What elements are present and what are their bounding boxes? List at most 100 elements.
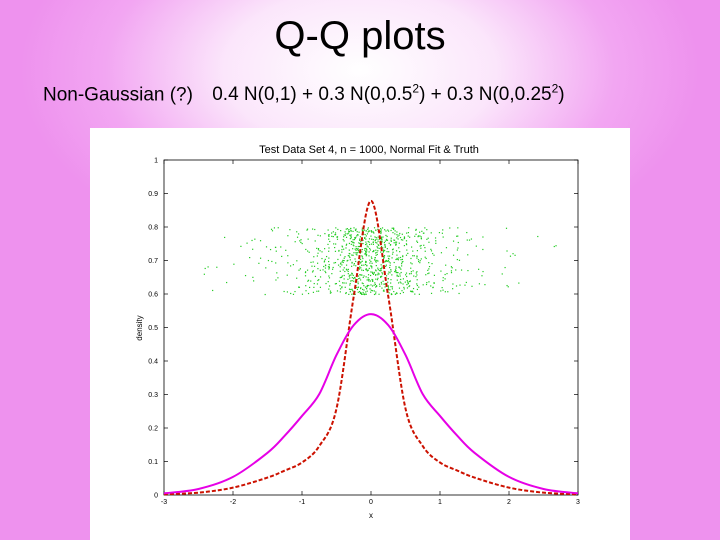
scatter-point [385,265,387,268]
scatter-point [365,276,367,278]
scatter-point [378,283,381,285]
scatter-point [366,248,368,251]
scatter-point [397,238,399,240]
scatter-point [317,268,319,270]
scatter-point [350,240,353,243]
scatter-point [359,287,362,290]
scatter-point [371,257,373,260]
scatter-point [332,266,334,269]
scatter-point [418,286,420,288]
scatter-point [371,230,373,233]
scatter-point [381,241,383,243]
scatter-point [391,253,394,255]
scatter-point [375,254,377,256]
scatter-point [428,262,430,264]
scatter-point [384,261,386,263]
scatter-point [416,241,419,243]
scatter-point [364,249,366,251]
scatter-point [348,275,350,277]
formula-exponent-1: 2 [412,82,420,96]
scatter-point [416,279,418,281]
scatter-point [308,251,310,253]
scatter-point [417,259,420,261]
scatter-point [373,249,375,252]
scatter-point [360,293,363,295]
scatter-point [372,243,375,245]
scatter-point [389,262,391,264]
scatter-point [373,250,375,252]
scatter-point [361,229,363,231]
scatter-point [365,252,367,254]
scatter-point [406,232,408,234]
scatter-point [398,266,400,268]
scatter-point [382,290,385,292]
scatter-point [350,243,352,245]
scatter-point [357,291,359,293]
scatter-point [384,245,386,247]
scatter-point [389,266,391,269]
scatter-point [377,272,379,274]
y-tick-label: 0.7 [148,258,158,265]
scatter-point [501,273,503,275]
scatter-point [265,246,268,248]
scatter-point [400,278,402,281]
scatter-point [312,270,314,272]
scatter-point [404,281,406,283]
scatter-point [382,251,384,253]
mixture-formula: 0.4 N(0,1) + 0.3 N(0,0.52) + 0.3 N(0,0.2… [212,82,565,106]
scatter-point [553,245,555,248]
scatter-point [401,263,403,265]
scatter-point [456,258,458,261]
scatter-point [370,235,372,237]
scatter-point [376,238,378,240]
scatter-point [343,257,345,259]
scatter-point [374,274,377,276]
scatter-point [349,291,351,293]
scatter-point [350,280,352,282]
scatter-point [350,227,352,230]
scatter-point [366,245,368,247]
scatter-point [356,254,358,256]
scatter-point [307,250,309,252]
scatter-point [391,288,393,290]
scatter-point [430,250,433,252]
scatter-point [367,240,369,243]
scatter-point [359,242,361,245]
subtitle-label: Non-Gaussian (?) [43,84,193,106]
scatter-point [207,266,209,268]
scatter-point [399,281,401,283]
scatter-point [385,238,388,241]
scatter-point [403,236,406,238]
scatter-point [311,228,314,230]
scatter-point [368,241,370,243]
scatter-point [396,274,398,276]
scatter-point [410,273,412,275]
scatter-point [375,260,377,262]
scatter-point [420,247,422,249]
scatter-point [416,274,418,276]
scatter-point [403,237,405,240]
scatter-point [388,271,390,273]
scatter-point [328,250,330,252]
scatter-point [349,259,351,261]
scatter-point [339,288,342,290]
scatter-point [398,242,400,244]
scatter-point [362,242,364,245]
scatter-point [361,256,364,258]
scatter-point [405,272,408,274]
scatter-point [396,279,398,281]
scatter-point [204,267,206,270]
scatter-point [410,246,413,248]
scatter-point [405,254,408,256]
scatter-point [357,247,359,250]
scatter-point [314,240,316,242]
scatter-point [287,255,289,257]
scatter-point [380,251,382,253]
normal-fit-line [163,313,579,495]
formula-part-3: ) [558,84,565,106]
scatter-point [345,264,348,266]
scatter-point [383,283,385,285]
scatter-point [440,270,442,272]
scatter-point [379,285,381,287]
scatter-point [455,285,458,287]
